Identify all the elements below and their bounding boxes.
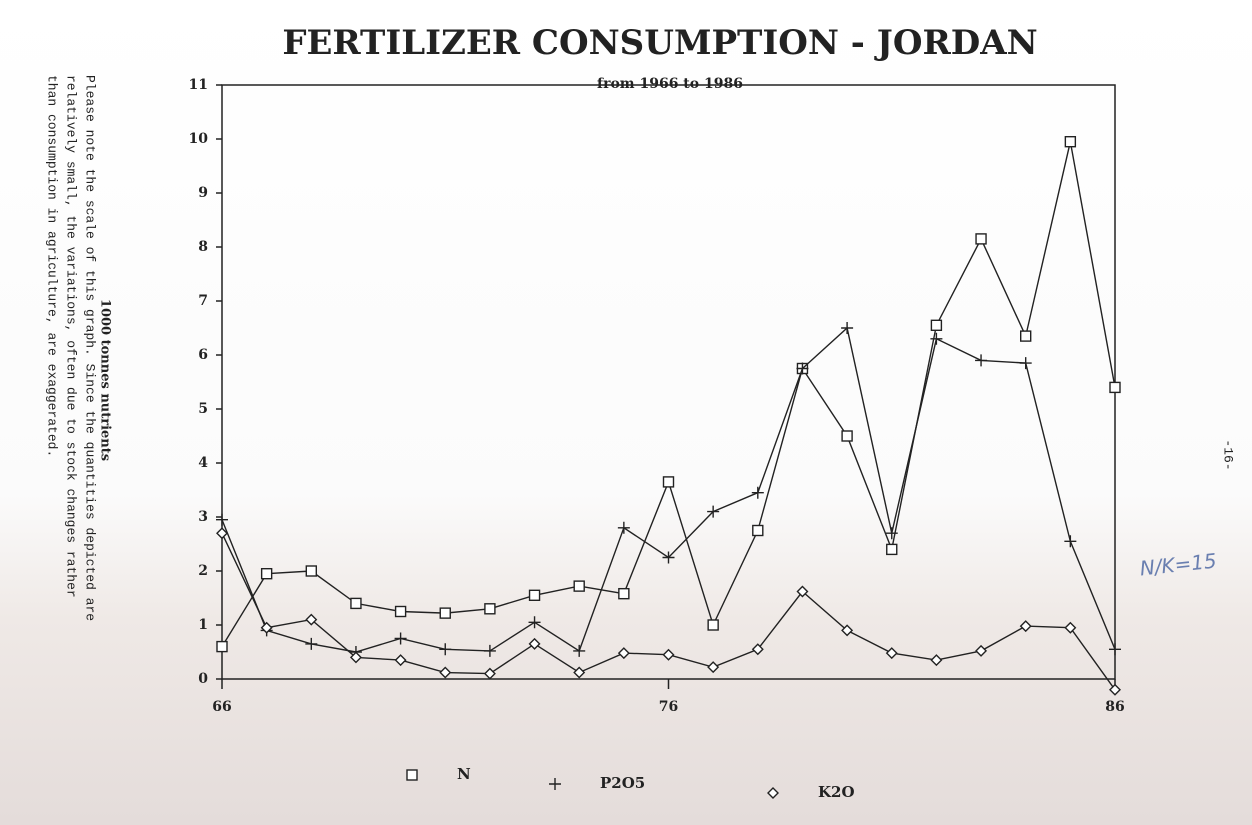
point xyxy=(216,513,228,526)
y-tick-label: 11 xyxy=(189,77,208,93)
point xyxy=(1019,620,1032,633)
legend-label: P2O5 xyxy=(600,774,645,792)
point xyxy=(975,233,987,245)
y-tick-label: 8 xyxy=(198,239,208,255)
point xyxy=(260,568,273,580)
point xyxy=(751,643,764,656)
chart-title: FERTILIZER CONSUMPTION - JORDAN xyxy=(282,23,1037,63)
point xyxy=(1109,381,1121,394)
point xyxy=(707,505,720,518)
point xyxy=(841,624,854,637)
point xyxy=(528,616,541,629)
point xyxy=(617,521,630,534)
point xyxy=(260,621,273,634)
point xyxy=(216,527,228,540)
point xyxy=(796,362,809,375)
y-tick-label: 5 xyxy=(198,401,208,417)
point xyxy=(796,585,809,598)
point xyxy=(885,647,898,660)
point xyxy=(216,640,228,653)
point xyxy=(1064,535,1077,548)
y-tick-label: 1 xyxy=(198,617,208,633)
y-tick-label: 6 xyxy=(198,347,208,363)
y-tick-label: 2 xyxy=(198,563,208,579)
point xyxy=(573,580,585,592)
point xyxy=(975,354,988,367)
point xyxy=(573,666,586,679)
point xyxy=(1109,643,1121,656)
point xyxy=(528,637,541,650)
note-line: Please note the scale of this graph. Sin… xyxy=(83,75,98,621)
point xyxy=(1020,330,1032,342)
y-axis-label: 1000 tonnes nutrients xyxy=(98,299,113,461)
point xyxy=(930,654,943,667)
point xyxy=(886,543,898,556)
point xyxy=(350,597,362,610)
legend-label: N xyxy=(457,765,471,783)
point xyxy=(662,551,675,564)
point xyxy=(573,644,586,657)
legend-label: K2O xyxy=(818,783,855,801)
point xyxy=(662,648,675,661)
point xyxy=(751,486,764,499)
page-number: -16- xyxy=(1221,439,1236,470)
point xyxy=(305,565,317,577)
point xyxy=(439,607,451,619)
point xyxy=(707,619,719,631)
point xyxy=(483,644,496,657)
point xyxy=(439,666,452,679)
point xyxy=(349,651,362,664)
y-tick-label: 7 xyxy=(198,293,208,309)
point xyxy=(1064,621,1077,634)
point xyxy=(930,319,943,331)
point xyxy=(618,587,630,600)
point xyxy=(1064,135,1077,148)
point xyxy=(841,430,853,442)
point xyxy=(305,637,318,650)
point xyxy=(394,605,407,618)
point xyxy=(305,613,318,626)
point xyxy=(617,647,630,660)
point xyxy=(528,589,541,601)
point xyxy=(885,527,898,540)
chart-subtitle: from 1966 to 1986 xyxy=(597,76,743,92)
point xyxy=(484,603,496,615)
y-tick-label: 3 xyxy=(198,509,208,525)
note-line: relatively small, the variations, often … xyxy=(64,75,79,598)
point xyxy=(1109,683,1121,696)
point xyxy=(394,632,407,645)
point xyxy=(707,661,720,674)
y-tick-label: 4 xyxy=(198,455,208,471)
y-tick-label: 10 xyxy=(189,131,209,147)
legend-marker xyxy=(549,778,561,790)
x-tick-label: 86 xyxy=(1105,699,1124,715)
legend-marker xyxy=(767,787,779,799)
y-tick-label: 9 xyxy=(198,185,208,201)
x-tick-label: 66 xyxy=(212,699,231,715)
legend-marker xyxy=(406,769,418,781)
x-tick-label: 76 xyxy=(659,699,678,715)
point xyxy=(483,667,496,680)
point xyxy=(662,476,675,488)
point xyxy=(975,644,988,657)
point xyxy=(1019,357,1032,370)
point xyxy=(930,332,943,345)
point xyxy=(752,524,764,537)
point xyxy=(394,654,407,667)
note-line: than consumption in agriculture, are exa… xyxy=(45,75,60,457)
point xyxy=(439,643,452,656)
y-tick-label: 0 xyxy=(198,671,208,687)
point xyxy=(841,322,854,334)
